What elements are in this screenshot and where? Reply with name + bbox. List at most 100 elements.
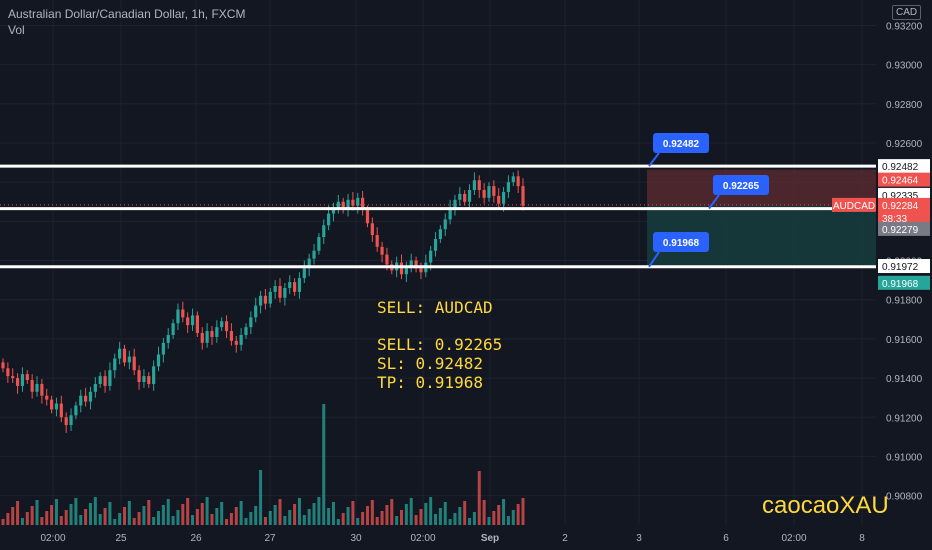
price-label-bg	[878, 275, 930, 290]
candle-body	[137, 370, 141, 382]
volume-bar	[487, 517, 491, 525]
volume-bar	[98, 514, 102, 525]
volume-bar	[404, 504, 408, 525]
price-label-entry: 0.92279	[882, 225, 919, 236]
price-label-line: 0.91972	[882, 262, 919, 273]
callout-box	[653, 232, 709, 252]
volume-bar	[434, 514, 438, 525]
candle-body	[142, 376, 146, 382]
candle-body	[409, 260, 413, 267]
callout-box	[713, 175, 769, 195]
volume-bar	[84, 509, 88, 525]
candle-body	[205, 331, 209, 343]
candle-body	[161, 342, 165, 355]
candle-body	[132, 356, 136, 371]
volume-bar	[463, 501, 467, 525]
candle-body	[54, 403, 59, 410]
candle-body	[88, 391, 93, 402]
volume-bar	[492, 511, 496, 525]
volume-bar	[322, 404, 326, 525]
candle-body	[341, 201, 345, 210]
volume-bar	[414, 515, 418, 525]
volume-bar	[254, 506, 258, 525]
volume-bar	[331, 502, 335, 525]
candle-body	[283, 287, 287, 298]
volume-bar	[302, 515, 306, 525]
candle-body	[331, 207, 336, 214]
volume-bar	[171, 516, 175, 525]
volume-bar	[1, 519, 5, 525]
candle-body	[297, 278, 302, 292]
trade-note-target: TP: 0.91968	[377, 373, 483, 392]
volume-bar	[283, 516, 287, 525]
candle-body	[472, 180, 477, 191]
volume-bar	[54, 499, 58, 525]
price-tick-label: 0.91400	[886, 374, 923, 385]
price-label-bg	[878, 159, 930, 174]
time-tick-label: 02:00	[40, 533, 65, 544]
candle-body	[171, 323, 175, 335]
volume-bar	[64, 510, 68, 525]
candle-body	[501, 191, 506, 204]
volume-bar	[11, 507, 15, 525]
volume-bar	[186, 498, 190, 525]
volume-bar	[482, 500, 486, 525]
volume-bar	[472, 512, 476, 525]
candle-body	[181, 309, 185, 318]
candle-body	[438, 229, 442, 239]
volume-bar	[370, 500, 374, 525]
callout-label: 0.91968	[663, 238, 700, 249]
candle-body	[220, 321, 224, 328]
volume-bar	[229, 513, 233, 525]
price-label-stop: 0.92464	[882, 176, 919, 187]
volume-bar	[506, 516, 510, 525]
candle-body	[497, 195, 501, 204]
volume-bar	[88, 503, 92, 525]
volume-bar	[477, 471, 481, 525]
candle-body	[30, 380, 34, 392]
candle-body	[15, 378, 20, 386]
candle-body	[190, 315, 195, 326]
volume-bars	[1, 404, 525, 525]
price-tick-label: 0.93200	[886, 21, 923, 32]
volume-bar	[336, 519, 340, 525]
currency-badge[interactable]: CAD	[892, 5, 922, 20]
price-tick-label: 0.92600	[886, 139, 923, 150]
volume-bar	[210, 514, 214, 525]
price-tick-label: 0.93000	[886, 61, 923, 72]
price-tick-label: 0.91600	[886, 335, 923, 346]
time-tick-label: 02:00	[410, 533, 435, 544]
price-tick-label: 0.91800	[886, 296, 923, 307]
volume-bar	[502, 499, 506, 525]
volume-bar	[103, 508, 107, 525]
candle-body	[278, 286, 282, 298]
volume-bar	[448, 519, 452, 525]
candle-body	[239, 334, 243, 345]
volume-bar	[157, 511, 161, 525]
trade-note-stop: SL: 0.92482	[377, 354, 483, 373]
candle-body	[210, 331, 214, 337]
candle-body	[98, 376, 102, 384]
volume-bar	[424, 503, 428, 525]
candle-body	[482, 190, 486, 198]
candle-body	[521, 186, 525, 206]
candle-body	[74, 405, 78, 416]
volume-bar	[30, 506, 34, 525]
candle-body	[166, 334, 170, 343]
candle-body	[356, 197, 360, 206]
candle-body	[40, 383, 44, 396]
candle-body	[156, 354, 161, 367]
volume-bar	[200, 503, 204, 525]
volume-bar	[35, 500, 39, 525]
volume-bar	[45, 511, 49, 525]
candle-body	[6, 368, 10, 377]
candle-body	[1, 362, 5, 369]
candle-body	[365, 209, 370, 224]
callout-pointer	[648, 251, 660, 268]
candle-body	[229, 331, 234, 341]
price-label-target: 0.91968	[882, 279, 919, 290]
candle-body	[506, 182, 511, 192]
volume-bar	[351, 501, 355, 525]
price-label-bg	[878, 210, 930, 225]
